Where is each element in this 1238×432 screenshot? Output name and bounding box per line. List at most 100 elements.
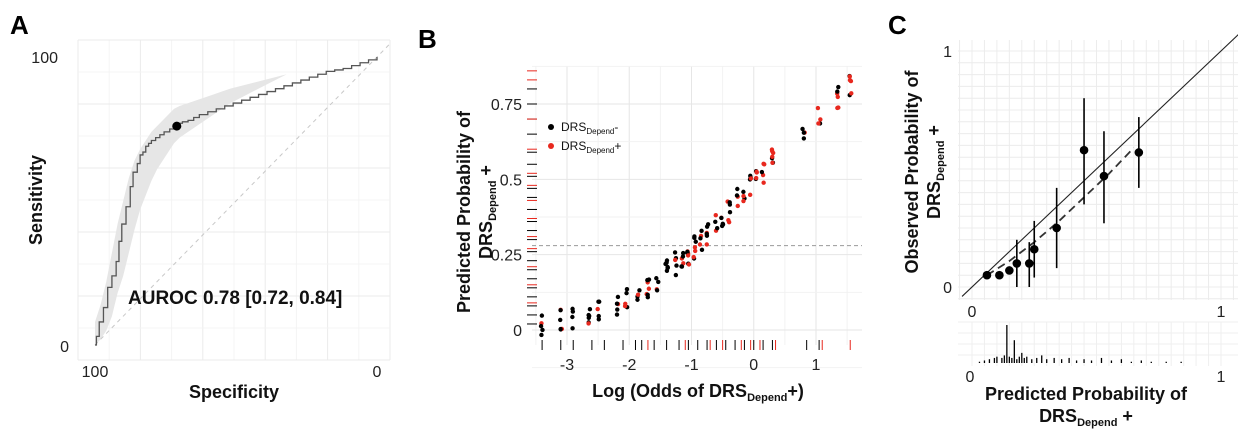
point-negative: [673, 272, 679, 278]
point-negative: [704, 233, 710, 238]
roc-curve: [95, 57, 378, 346]
point-positive: [747, 192, 753, 198]
point-positive: [685, 253, 691, 258]
point-negative: [587, 307, 593, 312]
point-negative: [614, 301, 620, 306]
legend-label-positive: DRSDepend+: [561, 139, 621, 155]
panel-b-xtick: -3: [560, 357, 574, 374]
panel-c-grid: [958, 40, 1238, 300]
panel-a-grid: [77, 39, 391, 361]
point-negative: [570, 326, 575, 331]
point-negative: [637, 288, 642, 293]
point-negative: [656, 279, 661, 285]
panel-b-ytick: 0: [513, 323, 522, 340]
panel-c-hist-xtick-0: 0: [966, 369, 975, 386]
identity-line: [961, 34, 1238, 297]
panel-c-xtick-1: 1: [1217, 304, 1226, 321]
point-positive: [770, 154, 775, 159]
point-negative: [672, 250, 678, 255]
point-negative: [836, 84, 841, 90]
calibration-point: [1099, 171, 1109, 181]
point-negative: [759, 169, 765, 175]
point-negative: [679, 264, 685, 269]
point-negative: [654, 288, 660, 293]
point-positive: [741, 198, 746, 204]
point-negative: [614, 312, 620, 317]
panel-c-xlabel: Predicted Probability of DRSDepend +: [985, 384, 1188, 429]
point-negative: [558, 326, 563, 332]
point-negative: [538, 323, 544, 329]
point-negative: [800, 126, 805, 132]
point-negative: [727, 210, 733, 215]
point-positive: [697, 242, 703, 247]
point-positive: [754, 169, 759, 174]
panel-b-xlabel: Log (Odds of DRSDepend+): [592, 381, 804, 404]
point-positive: [691, 254, 696, 260]
panel-b-xtick: -1: [684, 357, 698, 374]
point-negative: [558, 307, 563, 313]
point-positive: [847, 74, 852, 79]
panel-c-ylabel-line2: DRSDepend +: [924, 125, 947, 219]
panel-b-xtick: 1: [812, 357, 821, 374]
point-negative: [596, 313, 601, 319]
point-positive: [847, 77, 853, 83]
calibration-point: [1005, 266, 1014, 275]
auroc-annotation: AUROC 0.78 [0.72, 0.84]: [128, 288, 342, 309]
predicted-probability-histogram: [958, 321, 1238, 366]
panel-b-ylabel: Predicted Probability of DRSDepend +: [454, 110, 499, 313]
point-negative: [741, 189, 746, 195]
point-positive: [586, 321, 591, 326]
point-negative: [734, 193, 740, 198]
point-positive: [741, 193, 746, 199]
point-positive: [595, 306, 600, 312]
point-negative: [664, 268, 670, 274]
point-positive: [761, 180, 766, 185]
roc-confidence-band: [95, 57, 377, 345]
calibration-point: [1029, 244, 1039, 254]
point-negative: [680, 254, 686, 259]
point-negative: [705, 222, 711, 227]
panel-b-ylabel-line1: Predicted Probability of: [454, 110, 474, 313]
point-positive: [635, 292, 641, 297]
point-positive: [704, 242, 709, 247]
point-positive: [770, 160, 775, 166]
point-negative: [664, 258, 670, 263]
panel-b-xtick: -2: [622, 357, 636, 374]
point-negative: [586, 312, 591, 318]
panel-b-legend: DRSDepend- DRSDepend+: [548, 120, 621, 155]
point-negative: [645, 295, 651, 300]
panel-c-ylabel: Observed Probability of DRSDepend +: [902, 69, 947, 273]
point-positive: [835, 105, 840, 111]
point-negative: [654, 276, 659, 281]
point-negative: [801, 130, 807, 135]
point-negative: [713, 219, 718, 224]
point-positive: [622, 303, 628, 309]
chance-diagonal: [94, 43, 391, 346]
point-negative: [680, 250, 686, 256]
point-negative: [570, 306, 575, 312]
panel-b-grid: [532, 65, 862, 369]
point-negative: [801, 136, 807, 141]
point-positive: [672, 257, 678, 263]
point-positive: [646, 286, 652, 291]
point-negative: [719, 215, 724, 221]
point-negative: [624, 287, 630, 292]
panel-a-label: A: [10, 10, 29, 40]
point-negative: [615, 294, 621, 300]
panel-a-xtick-0: 0: [373, 364, 382, 381]
point-negative: [558, 317, 563, 323]
calibration-points: [982, 98, 1144, 287]
point-positive: [692, 248, 698, 254]
panel-b-rug: [527, 70, 851, 350]
panel-a-ytick-100: 100: [31, 50, 58, 67]
point-negative: [714, 226, 720, 231]
panel-b-yticks: 0 0.25 0.5 0.75: [491, 97, 522, 340]
panel-c-xlabel-line1: Predicted Probability of: [985, 384, 1188, 404]
panel-c-xlabel-line2: DRSDepend +: [1039, 406, 1133, 429]
panel-c-hist-xtick-1: 1: [1217, 369, 1226, 386]
panel-c-xtick-0: 0: [968, 304, 977, 321]
point-negative: [692, 234, 697, 239]
point-positive: [686, 262, 692, 267]
point-negative: [596, 299, 601, 304]
point-positive: [748, 176, 754, 181]
